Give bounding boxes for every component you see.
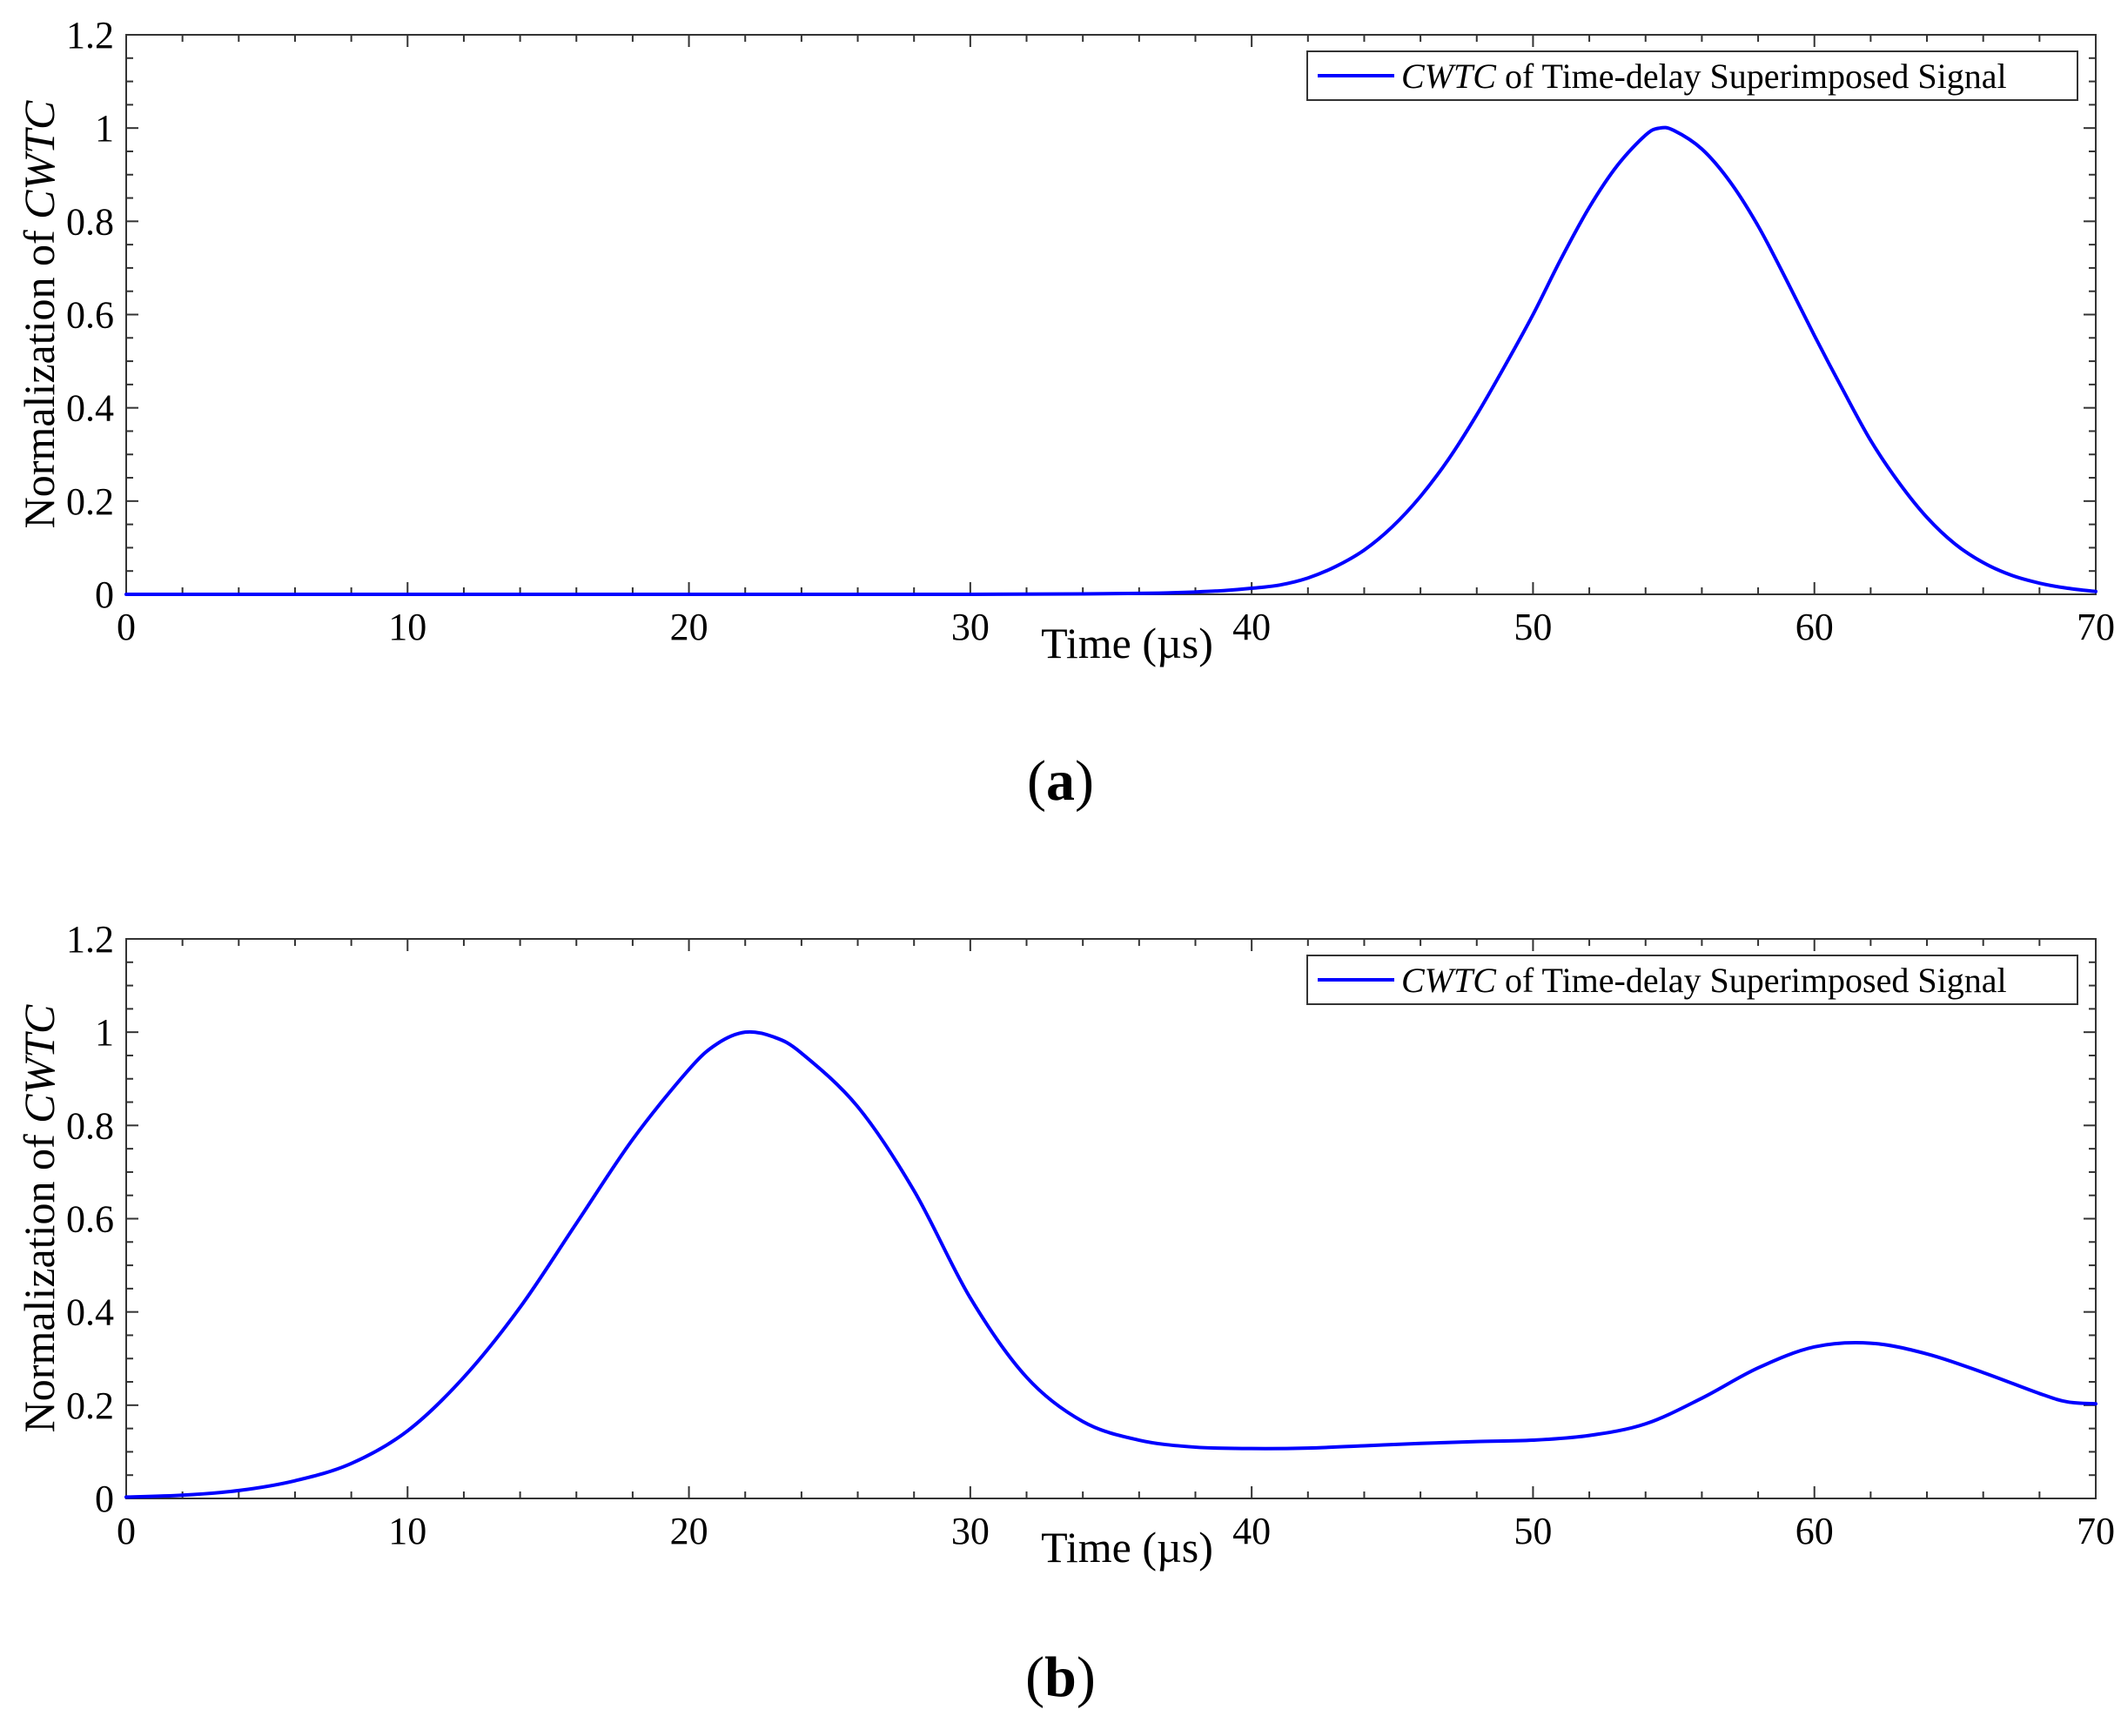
chart-a-ytick-label: 0	[95, 573, 114, 616]
chart-a-legend-label: CWTC of Time-delay Superimposed Signal	[1401, 57, 2007, 96]
chart-a-series-line	[124, 125, 2098, 597]
chart-a-legend: CWTC of Time-delay Superimposed Signal	[1306, 50, 2078, 101]
chart-b-svg: 0 10 20 30 40 50 60 70 0 0.2 0.4 0.6 0.8 1 1.2 Time (µs…	[15, 918, 2115, 1572]
chart-a-xtick-label: 60	[1795, 606, 1834, 648]
chart-b-legend: CWTC of Time-delay Superimposed Signal	[1306, 955, 2078, 1005]
chart-a-xtick-label: 20	[670, 606, 708, 648]
chart-a-xtick-label: 0	[117, 606, 136, 648]
chart-b-ytick-label: 0.2	[66, 1384, 114, 1427]
chart-a-ytick-label: 0.4	[66, 387, 114, 430]
chart-b-xaxis-label: Time (µs)	[1041, 1523, 1213, 1572]
chart-b-yaxis-label: Normalization of CWTC	[15, 1004, 64, 1432]
chart-b-series-line	[124, 1029, 2098, 1499]
panel-label-a: a	[1046, 749, 1075, 813]
panel-caption-b: (b)	[1025, 1646, 1096, 1709]
chart-b-xtick-label: 60	[1795, 1510, 1834, 1552]
chart-b-legend-label: CWTC of Time-delay Superimposed Signal	[1401, 961, 2007, 1000]
chart-b-xtick-label: 0	[117, 1510, 136, 1552]
chart-a-svg: 0 10 20 30 40 50 60 70 0 0.2 0.4 0.6 0.8 1 1.2 Time (µs…	[15, 14, 2115, 667]
chart-b-xtick-label: 30	[951, 1510, 990, 1552]
chart-a-xtick-label: 40	[1232, 606, 1271, 648]
chart-a-ytick-label: 0.8	[66, 200, 114, 243]
chart-b-xtick-label: 70	[2077, 1510, 2115, 1552]
chart-a-ytick-label: 1	[95, 107, 114, 150]
chart-b-plot-frame	[125, 938, 2097, 1499]
chart-a-yaxis-label: Normalization of CWTC	[15, 100, 64, 528]
chart-b-legend-box	[1306, 955, 2078, 1005]
chart-a-xaxis-label: Time (µs)	[1041, 619, 1213, 667]
chart-panel-b: 0 10 20 30 40 50 60 70 0 0.2 0.4 0.6 0.8 1 1.2 Time (µs…	[0, 904, 2121, 1687]
chart-a-xtick-label: 30	[951, 606, 990, 648]
chart-a-ytick-label: 0.2	[66, 480, 114, 523]
chart-a-ytick-label: 1.2	[66, 14, 114, 57]
chart-a-xtick-label: 10	[388, 606, 426, 648]
chart-b-xtick-label: 10	[388, 1510, 426, 1552]
chart-a-ytick-label: 0.6	[66, 294, 114, 337]
chart-b-xtick-label: 40	[1232, 1510, 1271, 1552]
chart-b-ytick-label: 0.8	[66, 1104, 114, 1147]
panel-caption-a: (a)	[1027, 749, 1094, 813]
chart-b-ytick-label: 0	[95, 1478, 114, 1520]
chart-b-ytick-label: 1.2	[66, 918, 114, 961]
chart-b-ytick-label: 1	[95, 1011, 114, 1054]
chart-a-xtick-label: 50	[1514, 606, 1552, 648]
chart-b-ytick-label: 0.6	[66, 1198, 114, 1241]
chart-panel-a: 0 10 20 30 40 50 60 70 0 0.2 0.4 0.6 0.8 1 1.2 Time (µs…	[0, 0, 2121, 783]
panel-label-b: b	[1044, 1646, 1077, 1709]
chart-b-ytick-label: 0.4	[66, 1291, 114, 1334]
chart-a-plot-frame	[125, 34, 2097, 595]
chart-b-xtick-label: 50	[1514, 1510, 1552, 1552]
chart-a-xtick-label: 70	[2077, 606, 2115, 648]
chart-b-xtick-label: 20	[670, 1510, 708, 1552]
chart-a-legend-box	[1306, 50, 2078, 101]
